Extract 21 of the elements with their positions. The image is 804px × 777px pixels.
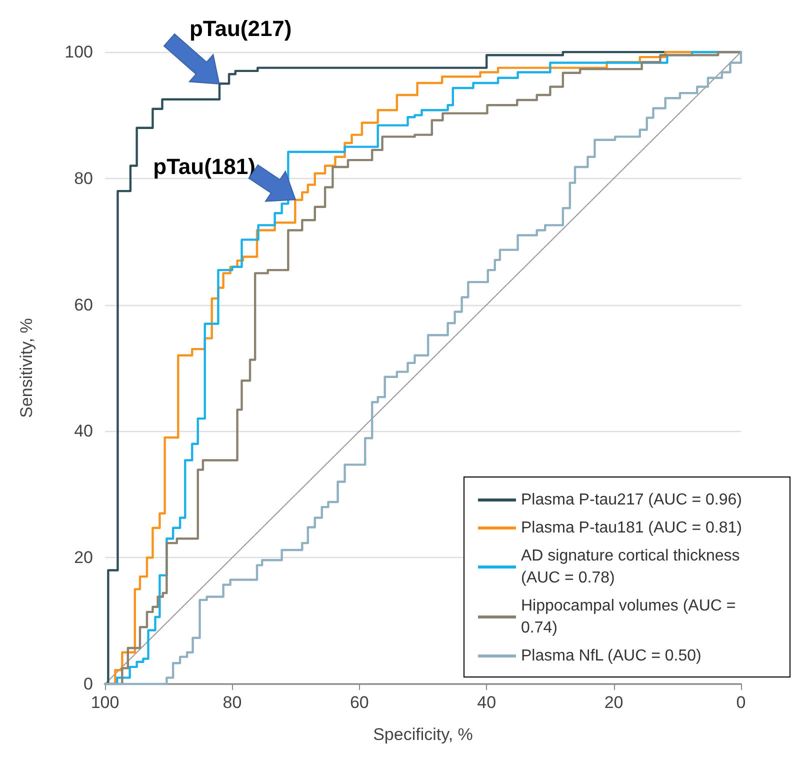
y-tick-label: 80: [74, 168, 93, 188]
y-tick-label: 0: [84, 674, 93, 694]
legend-label: Plasma P-tau217 (AUC = 0.96): [521, 492, 742, 508]
y-tick-label: 20: [74, 548, 93, 568]
x-axis-title: Specificity, %: [373, 725, 473, 744]
x-tick-label: 0: [736, 693, 746, 712]
y-axis-title: Sensitivity, %: [17, 318, 36, 418]
y-tick-label: 40: [74, 422, 93, 441]
x-tick-label: 20: [604, 693, 624, 712]
legend-label: Hippocampal volumes (AUC = 0.74): [521, 598, 740, 636]
annotation: pTau(217): [189, 16, 292, 42]
legend-label: Plasma P-tau181 (AUC = 0.81): [521, 520, 742, 536]
y-tick-label: 60: [74, 295, 93, 314]
x-tick-label: 100: [90, 693, 120, 712]
legend-label: Plasma NfL (AUC = 0.50): [521, 648, 702, 664]
legend-label: AD signature cortical thickness (AUC = 0.78): [521, 548, 744, 586]
x-tick-label: 40: [477, 693, 496, 712]
y-tick-label: 100: [64, 42, 93, 62]
x-tick-label: 80: [222, 693, 242, 712]
annotation: pTau(181): [153, 154, 256, 180]
x-tick-label: 60: [350, 693, 369, 712]
